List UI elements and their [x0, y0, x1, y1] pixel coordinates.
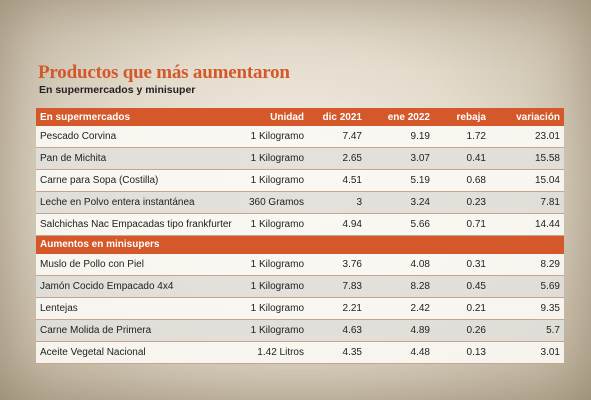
variacion-cell: 8.29 — [540, 259, 560, 270]
dec-2021-cell: 3.76 — [342, 259, 362, 270]
rebaja-cell: 0.41 — [466, 153, 486, 164]
unit-cell: 1 Kilogramo — [250, 303, 304, 314]
dec-2021-cell: 7.83 — [342, 281, 362, 292]
dec-2021-cell: 7.47 — [342, 131, 362, 142]
product-name: Muslo de Pollo con Piel — [40, 259, 144, 270]
column-header-rebaja: rebaja — [456, 111, 486, 123]
rebaja-cell: 0.45 — [466, 281, 486, 292]
dec-2021-cell: 4.51 — [342, 175, 362, 186]
dec-2021-cell: 2.21 — [342, 303, 362, 314]
variacion-cell: 9.35 — [540, 303, 560, 314]
jan-2022-cell: 8.28 — [410, 281, 430, 292]
jan-2022-cell: 5.19 — [410, 175, 430, 186]
rebaja-cell: 0.26 — [466, 325, 486, 336]
unit-cell: 1 Kilogramo — [250, 153, 304, 164]
unit-cell: 1.42 Litros — [257, 347, 304, 358]
table-row: Carne Molida de Primera 1 Kilogramo 4.63… — [36, 320, 564, 342]
product-name: Salchichas Nac Empacadas tipo frankfurte… — [40, 219, 232, 230]
table-row: Lentejas 1 Kilogramo 2.21 2.42 0.21 9.35 — [36, 298, 564, 320]
column-header-product: En supermercados — [40, 111, 131, 123]
table-row: Aceite Vegetal Nacional 1.42 Litros 4.35… — [36, 342, 564, 364]
rebaja-cell: 0.71 — [466, 219, 486, 230]
dec-2021-cell: 4.94 — [342, 219, 362, 230]
jan-2022-cell: 3.24 — [410, 197, 430, 208]
dec-2021-cell: 2.65 — [342, 153, 362, 164]
variacion-cell: 15.58 — [534, 153, 560, 164]
table-row: Carne para Sopa (Costilla) 1 Kilogramo 4… — [36, 170, 564, 192]
unit-cell: 1 Kilogramo — [250, 131, 304, 142]
rebaja-cell: 0.68 — [466, 175, 486, 186]
column-header-dec-2021: dic 2021 — [322, 111, 362, 123]
table-row: Leche en Polvo entera instantánea 360 Gr… — [36, 192, 564, 214]
table-row: Jamón Cocido Empacado 4x4 1 Kilogramo 7.… — [36, 276, 564, 298]
variacion-cell: 23.01 — [534, 131, 560, 142]
variacion-cell: 15.04 — [534, 175, 560, 186]
unit-cell: 1 Kilogramo — [250, 219, 304, 230]
table-row: Pan de Michita 1 Kilogramo 2.65 3.07 0.4… — [36, 148, 564, 170]
table-header-row: En supermercados Unidad dic 2021 ene 202… — [36, 108, 564, 126]
jan-2022-cell: 4.08 — [410, 259, 430, 270]
table-row: Pescado Corvina 1 Kilogramo 7.47 9.19 1.… — [36, 126, 564, 148]
jan-2022-cell: 3.07 — [410, 153, 430, 164]
variacion-cell: 5.69 — [540, 281, 560, 292]
rebaja-cell: 0.13 — [466, 347, 486, 358]
jan-2022-cell: 4.89 — [410, 325, 430, 336]
rebaja-cell: 0.23 — [466, 197, 486, 208]
unit-cell: 1 Kilogramo — [250, 281, 304, 292]
unit-cell: 360 Gramos — [248, 197, 304, 208]
page-subtitle: En supermercados y minisuper — [39, 84, 196, 96]
variacion-cell: 14.44 — [534, 219, 560, 230]
product-name: Jamón Cocido Empacado 4x4 — [40, 281, 174, 292]
unit-cell: 1 Kilogramo — [250, 325, 304, 336]
jan-2022-cell: 9.19 — [410, 131, 430, 142]
product-name: Lentejas — [40, 303, 78, 314]
jan-2022-cell: 4.48 — [410, 347, 430, 358]
dec-2021-cell: 3 — [356, 197, 362, 208]
column-header-variacion: variación — [516, 111, 560, 123]
jan-2022-cell: 2.42 — [410, 303, 430, 314]
unit-cell: 1 Kilogramo — [250, 175, 304, 186]
dec-2021-cell: 4.35 — [342, 347, 362, 358]
variacion-cell: 3.01 — [540, 347, 560, 358]
variacion-cell: 5.7 — [546, 325, 560, 336]
product-name: Carne para Sopa (Costilla) — [40, 175, 159, 186]
product-name: Pan de Michita — [40, 153, 107, 164]
variacion-cell: 7.81 — [540, 197, 560, 208]
column-header-jan-2022: ene 2022 — [387, 111, 430, 123]
product-name: Leche en Polvo entera instantánea — [40, 197, 195, 208]
section-header-minisupers: Aumentos en minisupers — [36, 236, 564, 254]
column-header-unit: Unidad — [270, 111, 304, 123]
page-title: Productos que más aumentaron — [38, 62, 290, 83]
unit-cell: 1 Kilogramo — [250, 259, 304, 270]
table-row: Muslo de Pollo con Piel 1 Kilogramo 3.76… — [36, 254, 564, 276]
rebaja-cell: 0.21 — [466, 303, 486, 314]
rebaja-cell: 1.72 — [466, 131, 486, 142]
dec-2021-cell: 4.63 — [342, 325, 362, 336]
product-name: Carne Molida de Primera — [40, 325, 152, 336]
price-table: En supermercados Unidad dic 2021 ene 202… — [36, 108, 564, 364]
rebaja-cell: 0.31 — [466, 259, 486, 270]
jan-2022-cell: 5.66 — [410, 219, 430, 230]
product-name: Aceite Vegetal Nacional — [40, 347, 146, 358]
table-row: Salchichas Nac Empacadas tipo frankfurte… — [36, 214, 564, 236]
product-name: Pescado Corvina — [40, 131, 117, 142]
